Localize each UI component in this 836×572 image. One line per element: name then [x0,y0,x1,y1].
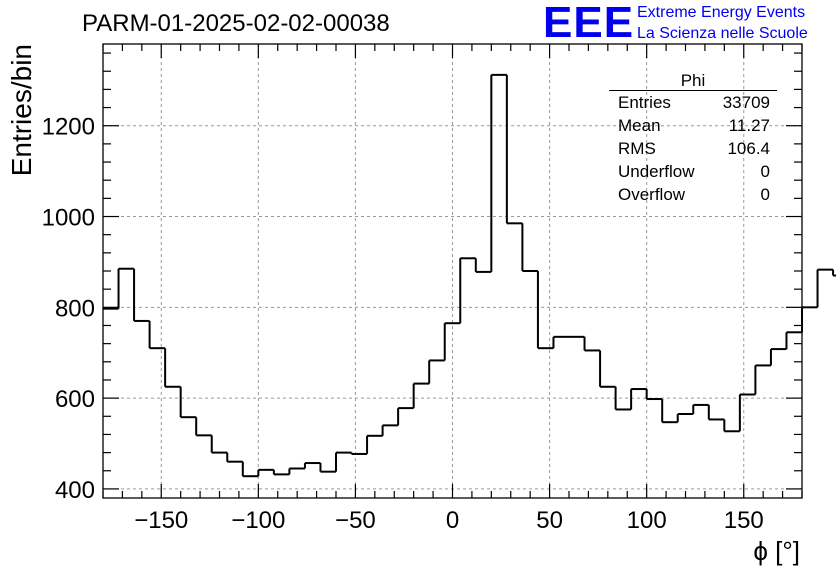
histogram-bin [412,382,430,409]
stats-label: RMS [618,139,656,158]
histogram-bin [474,258,492,273]
histogram-bin [599,350,616,388]
x-tick-label: 100 [627,507,667,534]
histogram-bin [443,322,461,361]
histogram-bin [676,413,694,423]
axes [102,43,803,499]
y-tick-label: 800 [55,295,95,322]
histogram-bin [366,434,383,454]
histogram-bin [630,388,647,410]
histogram-bin [707,404,725,421]
stats-row-entries: Entries 33709 [609,91,777,114]
histogram-bin [583,336,601,352]
x-axis-label: ϕ [°] [753,536,800,566]
histogram-bin [335,451,352,472]
page-title: PARM-01-2025-02-02-00038 [82,10,390,37]
stats-box: Phi Entries 33709 Mean 11.27 RMS 106.4 U… [609,72,777,206]
histogram-bin [816,268,834,308]
histogram-bin [754,364,771,395]
y-tick-label: 1200 [42,114,95,141]
stats-value: 0 [760,162,770,181]
y-tick-label: 1000 [42,205,95,232]
x-tick-label: −150 [134,507,188,534]
stats-value: 11.27 [728,116,770,135]
histogram-bin [459,257,476,324]
histogram [103,73,836,478]
histogram-bin [148,320,166,350]
eee-logo: EEE [543,0,635,47]
stats-label: Underflow [618,162,695,181]
stats-value: 0 [760,185,770,204]
x-tick-label: 0 [446,507,459,534]
histogram-bin [117,267,135,309]
histogram-bin [645,389,663,401]
histogram-bin [801,306,818,333]
histogram-bin [505,74,523,225]
logo-line-2: La Scienza nelle Scuole [637,25,808,42]
x-tick-label: −100 [231,507,285,534]
stats-row-underflow: Underflow 0 [609,160,777,183]
histogram-bin [614,386,632,411]
histogram-bin [738,393,756,432]
stats-value: 33709 [722,93,770,112]
x-tick-label: −50 [335,507,376,534]
histogram-bin [521,223,538,272]
histogram-bin [319,463,336,473]
histogram-bin [164,348,181,388]
histogram-bin [210,435,228,454]
stats-row-rms: RMS 106.4 [609,137,777,160]
logo-line-1: Extreme Energy Events [637,4,806,21]
stats-row-overflow: Overflow 0 [609,183,777,206]
histogram-bin [661,399,678,424]
histogram-bin [179,386,197,419]
histogram-bin [288,467,305,475]
y-axis-label: Entries/bin [6,44,37,176]
histogram-bin [195,417,212,437]
histogram-bin [785,331,802,350]
histogram-bin [552,335,569,349]
histogram-bin [257,468,274,477]
grid [103,44,802,498]
stats-row-mean: Mean 11.27 [609,114,777,137]
histogram-bin [350,452,368,455]
y-tick-label: 400 [55,477,95,504]
stats-title: Phi [609,72,777,91]
histogram-bin [226,452,243,463]
histogram-bin [272,469,290,476]
x-tick-label: 50 [536,507,563,534]
histogram-bin [397,407,414,426]
histogram-bin [381,424,399,436]
stats-value: 106.4 [727,139,770,158]
stats-label: Mean [618,116,661,135]
stats-label: Entries [618,93,671,112]
histogram-bin [692,403,709,415]
x-tick-label: 150 [724,507,764,534]
histogram-bin [303,462,321,469]
histogram-bin [723,419,740,433]
axis-labels: −150 −100 −50 0 50 100 150 400 600 800 1000 1200 ϕ [… [6,44,800,566]
histogram-bin [428,359,445,384]
histogram-bin [769,348,787,366]
histogram-bin [241,461,259,478]
histogram-bin [536,271,554,350]
stats-label: Overflow [618,185,686,204]
histogram-bin [133,268,150,322]
histogram-bin [490,73,507,272]
y-tick-label: 600 [55,386,95,413]
